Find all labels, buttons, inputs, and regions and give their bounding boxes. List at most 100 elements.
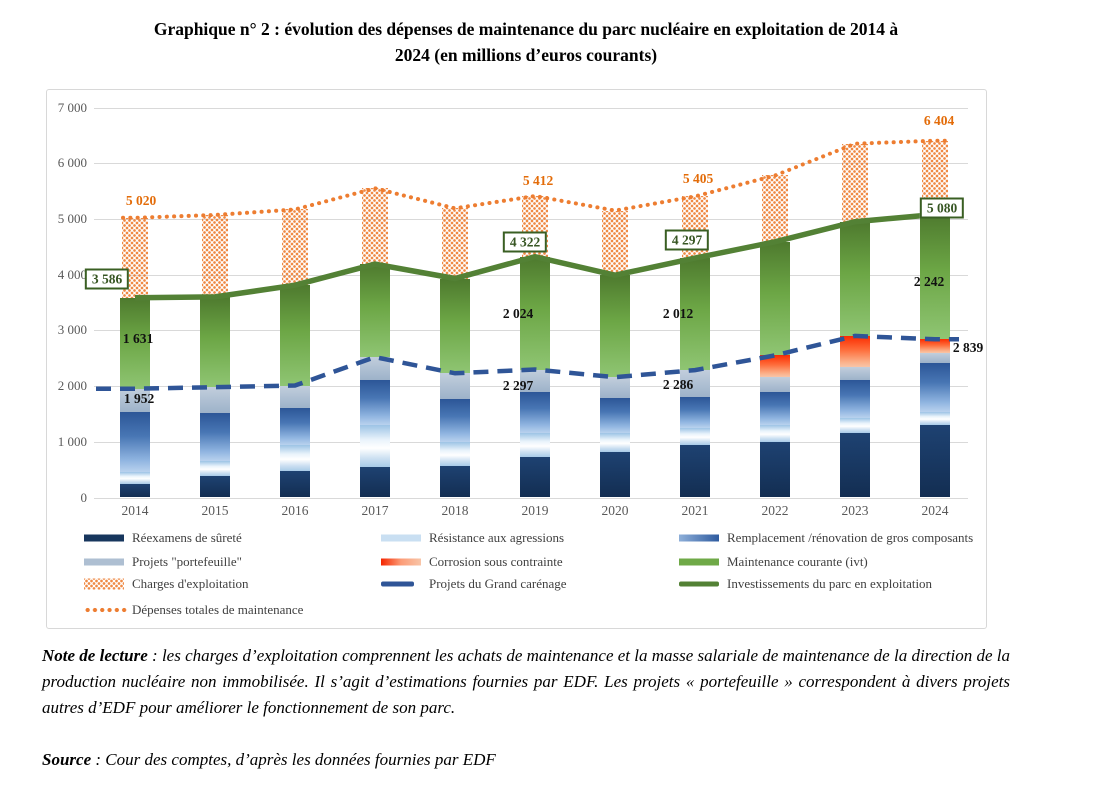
legend-label-reexamens: Réexamens de sûreté [132,530,242,545]
x-axis-label-2024: 2024 [921,503,949,518]
bar-segment-remplacement-2017 [360,379,390,426]
bar-segment-remplacement-2016 [280,408,310,446]
data-label-total-2024: 6 404 [923,112,955,128]
x-axis-label-2021: 2021 [681,503,709,518]
x-axis-label-2019: 2019 [521,503,549,518]
legend-swatch-grand_carenage-icon [381,581,414,587]
legend-swatch-maintenance-icon [679,558,719,566]
bar-segment-reexamens-2022 [760,441,790,498]
bar-segment-reexamens-2023 [840,433,870,498]
legend-swatch-charges-icon [84,578,124,590]
bar-segment-remplacement-2018 [440,399,470,442]
legend-label-resistance: Résistance aux agressions [429,530,565,545]
legend-label-maintenance: Maintenance courante (ivt) [727,553,868,569]
bar-segment-reexamens-2018 [440,466,470,498]
bar-segment-maintenance-2016 [280,285,310,386]
bar-segment-resistance-2021 [680,428,710,446]
legend-swatch-reexamens-icon [84,534,124,542]
legend-label-depenses_totales: Dépenses totales de maintenance [132,602,304,617]
bar-segment-reexamens-2024 [920,425,950,498]
bar-segment-portefeuille-2017 [360,357,390,380]
x-axis-label-2015: 2015 [201,503,229,518]
bar-segment-resistance-2016 [280,445,310,471]
note-text: : les charges d’exploitation comprennent… [42,646,1010,717]
bar-segment-maintenance-2018 [440,278,470,374]
chart-title-line-1: Graphique n° 2 : évolution des dépenses … [153,19,899,39]
bar-segment-corrosion-2024 [920,339,950,354]
source-label: Source [42,750,92,769]
bar-segment-reexamens-2014 [120,483,150,498]
bar-segment-portefeuille-2018 [440,373,470,400]
charges-exploitation-column-2023 [842,143,868,222]
data-label-mc-2019: 2 024 [502,306,534,322]
data-label-mc-2014: 1 631 [122,331,154,347]
data-label-gc-2019: 2 297 [502,377,534,393]
source-text: : Cour des comptes, d’après les données … [91,750,496,769]
y-axis-label-0: 0 [80,489,88,505]
data-label-gc-2014: 1 952 [123,390,155,406]
bar-segment-reexamens-2015 [200,476,230,498]
bar-segment-reexamens-2017 [360,467,390,498]
y-axis-label-4000: 4 000 [57,266,87,282]
bar-segment-remplacement-2015 [200,413,230,462]
legend-swatch-portefeuille-icon [84,558,124,566]
data-label-gc-2024: 2 839 [952,340,984,356]
legend-swatch-remplacement-icon [679,534,719,542]
legend-label-grand_carenage: Projets du Grand carénage [429,576,567,592]
data-label-inv-2014: 3 586 [84,268,130,290]
x-axis-label-2023: 2023 [841,503,869,518]
y-axis-label-1000: 1 000 [57,433,87,449]
legend-label-remplacement: Remplacement /rénovation de gros composa… [727,530,974,545]
data-label-gc-2021: 2 286 [662,377,694,393]
bar-segment-remplacement-2022 [760,391,790,426]
data-label-total-2014: 5 020 [125,192,157,208]
bar-segment-corrosion-2023 [840,335,870,367]
data-label-mc-2021: 2 012 [662,306,694,322]
bar-segment-portefeuille-2024 [920,353,950,364]
bar-segment-portefeuille-2015 [200,387,230,414]
legend-swatch-resistance-icon [381,534,421,542]
legend-label-charges: Charges d'exploitation [132,576,249,592]
note-de-lecture: Note de lecture : les charges d’exploita… [42,643,1010,721]
x-axis-label-2014: 2014 [121,503,149,518]
bar-segment-reexamens-2021 [680,445,710,498]
bar-segment-resistance-2024 [920,411,950,426]
bar-segment-portefeuille-2014 [120,388,150,412]
legend-swatch-corrosion-icon [381,558,421,566]
charges-exploitation-column-2015 [202,215,228,297]
bar-segment-resistance-2014 [120,472,150,484]
bar-segment-resistance-2018 [440,441,470,467]
bar-segment-portefeuille-2022 [760,376,790,392]
data-label-mc-2024: 2 242 [913,273,945,289]
x-axis-label-2020: 2020 [601,503,629,518]
charges-exploitation-column-2022 [762,175,788,242]
gridline-7000 [94,107,968,109]
bar-segment-resistance-2017 [360,425,390,468]
bar-segment-resistance-2022 [760,425,790,442]
bar-segment-remplacement-2020 [600,398,630,434]
bar-segment-corrosion-2022 [760,355,790,377]
charges-exploitation-column-2016 [282,209,308,286]
bar-segment-maintenance-2023 [840,221,870,336]
data-label-total-2021: 5 405 [682,171,714,187]
legend-label-portefeuille: Projets "portefeuille" [132,553,242,569]
data-label-inv-2019: 4 322 [502,231,548,253]
data-label-inv-2021: 4 297 [664,229,710,251]
bar-segment-remplacement-2021 [680,396,710,429]
bar-segment-resistance-2023 [840,418,870,434]
bar-segment-resistance-2020 [600,433,630,453]
x-axis-label-2016: 2016 [281,503,309,518]
y-axis-label-5000: 5 000 [57,210,87,226]
x-axis-label-2022: 2022 [761,503,789,518]
bar-segment-portefeuille-2023 [840,366,870,380]
bar-segment-resistance-2019 [520,433,550,457]
bar-segment-resistance-2015 [200,461,230,477]
bar-segment-reexamens-2020 [600,452,630,498]
bar-segment-portefeuille-2020 [600,377,630,399]
bar-segment-portefeuille-2016 [280,385,310,409]
bar-segment-reexamens-2016 [280,470,310,498]
y-axis-label-7000: 7 000 [57,99,87,115]
gridline-0 [94,497,968,499]
charges-exploitation-column-2018 [442,208,468,279]
y-axis-label-3000: 3 000 [57,322,87,338]
